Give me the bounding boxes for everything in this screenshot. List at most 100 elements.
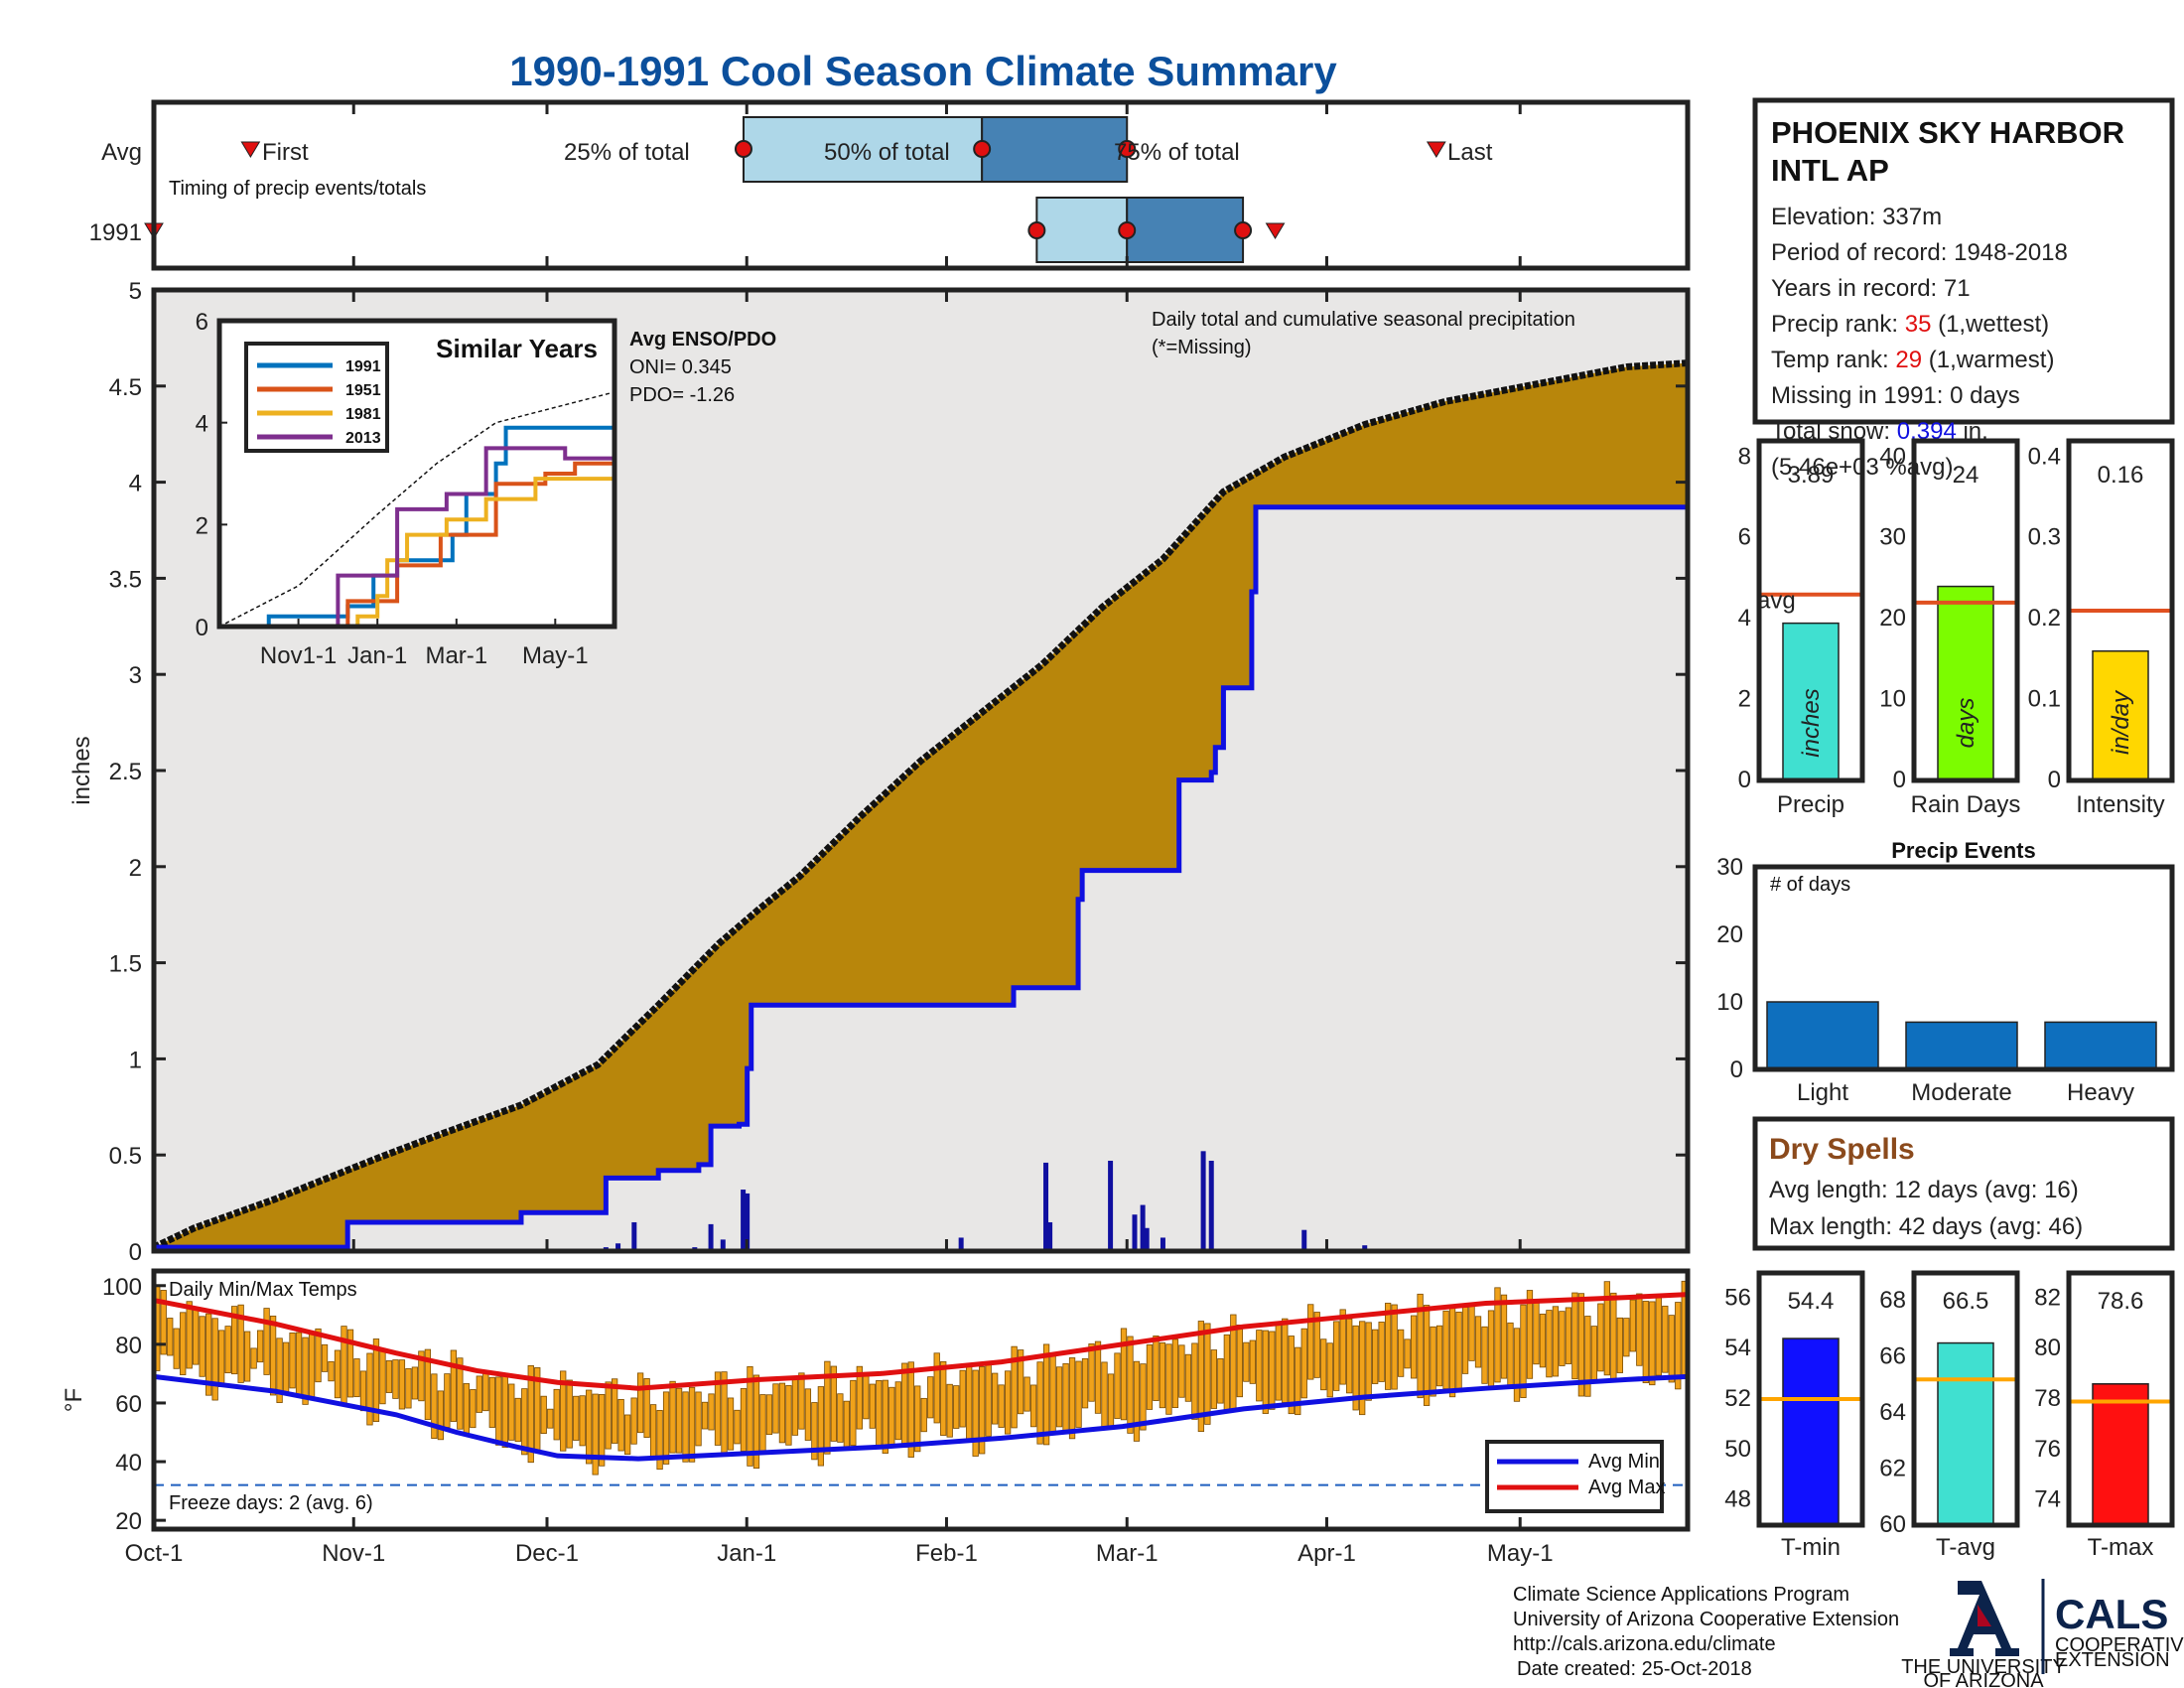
freeze-days: Freeze days: 2 (avg. 6)	[169, 1492, 373, 1514]
daily-temp-bar	[1365, 1322, 1372, 1401]
daily-temp-bar	[282, 1341, 290, 1395]
events-ytick-label: 0	[1730, 1056, 1743, 1083]
season-ytick-label: 0	[1738, 767, 1751, 793]
daily-temp-bar	[308, 1332, 316, 1400]
legend-1951-label: 1951	[345, 382, 381, 399]
daily-temp-bar	[521, 1388, 528, 1456]
avg-cumulative-line	[152, 359, 1689, 1251]
temp-avg-bar-tmin	[1782, 1337, 1840, 1526]
daily-temp-bar	[1011, 1345, 1018, 1429]
timing-last-label: Last	[1447, 139, 1493, 166]
daily-temp-bar	[979, 1366, 986, 1455]
daily-temp-bar	[920, 1397, 927, 1433]
inset-frame	[216, 318, 617, 630]
daily-precip-bar	[1301, 1229, 1307, 1251]
daily-temp-bar	[1629, 1299, 1636, 1352]
daily-temp-bar	[649, 1404, 657, 1458]
year-25-50-box	[1035, 197, 1129, 263]
similar-years-avg-line	[218, 391, 615, 628]
daily-temp-bar	[682, 1391, 689, 1463]
season-ytick-label: 0.2	[2028, 605, 2061, 632]
daily-temp-bar	[1333, 1321, 1340, 1391]
temp-bar-ytick-label: 78	[2034, 1385, 2061, 1412]
daily-temp-bar	[230, 1306, 238, 1375]
inset-xtick-label: Mar-1	[425, 642, 487, 669]
main-ytick-label: 1.5	[109, 951, 142, 978]
daily-temp-bar	[1256, 1330, 1263, 1402]
temp-bar-category-label: T-avg	[1936, 1534, 1995, 1561]
inset-ytick-label: 4	[196, 411, 208, 438]
daily-temp-bar	[398, 1359, 406, 1410]
similar-years-legend: 1991 1951 1981 2013	[244, 342, 389, 453]
month-tick-label: Nov-1	[322, 1540, 385, 1567]
season-ytick-label: 0	[1893, 767, 1906, 793]
avg-min-line	[153, 1373, 1689, 1462]
daily-temp-bar	[205, 1313, 212, 1396]
timing-marker-dot	[1027, 221, 1046, 239]
legend-avg-max-label: Avg Max	[1588, 1477, 1665, 1498]
main-ytick-label: 5	[129, 278, 142, 305]
daily-temp-bar	[701, 1401, 709, 1430]
month-axis: Oct-1 Nov-1 Dec-1 Jan-1 Feb-1 Mar-1 Apr-1 May-1	[125, 1540, 1554, 1567]
daily-temp-bar	[411, 1366, 419, 1400]
daily-temp-bar	[1210, 1349, 1218, 1409]
daily-temp-bar	[850, 1379, 857, 1447]
cals-wordmark: CALS	[2055, 1591, 2168, 1637]
season-avg-label: avg	[1757, 588, 1796, 615]
similar-year-line-2013	[219, 446, 616, 629]
daily-temp-bar	[547, 1408, 554, 1429]
daily-temp-bar	[1442, 1310, 1449, 1390]
daily-temp-bar	[359, 1370, 367, 1412]
daily-temp-bar	[276, 1337, 283, 1403]
daily-precip-bar	[741, 1190, 747, 1251]
daily-temp-bar	[1326, 1342, 1333, 1398]
precip-event-bar	[2044, 1021, 2157, 1070]
temp-bar-ytick-label: 80	[2034, 1335, 2061, 1361]
temp-label: Daily Min/Max Temps	[169, 1279, 357, 1301]
inset-xtick-label: Nov1-1	[260, 642, 337, 669]
legend-avg-min-label: Avg Min	[1588, 1451, 1660, 1473]
pdo-value: PDO= -1.26	[629, 384, 735, 406]
main-ytick-label: 0.5	[109, 1143, 142, 1170]
temp-bar-value-label: 54.4	[1788, 1288, 1835, 1315]
daily-temp-bar	[199, 1316, 205, 1377]
daily-temp-bar	[1081, 1357, 1089, 1409]
daily-temp-bar	[1036, 1361, 1043, 1445]
daily-temp-bar	[1397, 1329, 1405, 1377]
daily-temp-bar	[759, 1394, 766, 1453]
daily-temp-bar	[295, 1332, 303, 1396]
daily-temp-bar	[1668, 1315, 1675, 1383]
daily-temp-bar	[1165, 1343, 1172, 1415]
year-cumulative-fill	[154, 506, 1688, 1251]
main-annotation: Daily total and cumulative seasonal prec…	[1152, 309, 1575, 331]
daily-temp-bar	[752, 1374, 760, 1470]
daily-temp-bar	[1236, 1325, 1243, 1398]
daily-temp-bar	[1307, 1304, 1314, 1380]
daily-temp-bar	[669, 1380, 676, 1454]
daily-temp-bar	[714, 1371, 722, 1446]
daily-temp-bar	[1404, 1338, 1411, 1369]
missing-days: Missing in 1991: 0 days	[1771, 382, 2020, 409]
daily-temp-bar	[450, 1349, 458, 1422]
daily-temp-bar	[470, 1389, 477, 1429]
daily-temp-bar	[566, 1379, 573, 1449]
daily-temp-bar	[747, 1365, 753, 1467]
daily-temp-bar	[856, 1365, 863, 1430]
daily-temp-bar	[1223, 1334, 1230, 1410]
season-ytick-label: 10	[1879, 686, 1906, 713]
temp-bar-ytick-label: 62	[1879, 1456, 1906, 1482]
daily-temp-bar	[1655, 1297, 1662, 1376]
temp-bar-value-label: 66.5	[1943, 1288, 1989, 1315]
temp-bar-ytick-label: 82	[2034, 1284, 2061, 1311]
temp-bar-ytick-label: 74	[2034, 1486, 2061, 1513]
daily-temp-bar	[1384, 1303, 1392, 1390]
daily-temp-bar	[1533, 1301, 1540, 1365]
daily-precip-bar	[1200, 1151, 1206, 1251]
daily-temp-bar	[811, 1402, 818, 1461]
daily-temp-bar	[1461, 1306, 1469, 1374]
season-category-label: Precip	[1777, 791, 1844, 818]
daily-temp-bar	[1559, 1311, 1566, 1366]
oni-value: ONI= 0.345	[629, 356, 732, 378]
timing-row-1991-label: 1991	[89, 219, 142, 246]
daily-temp-bar	[953, 1385, 960, 1429]
